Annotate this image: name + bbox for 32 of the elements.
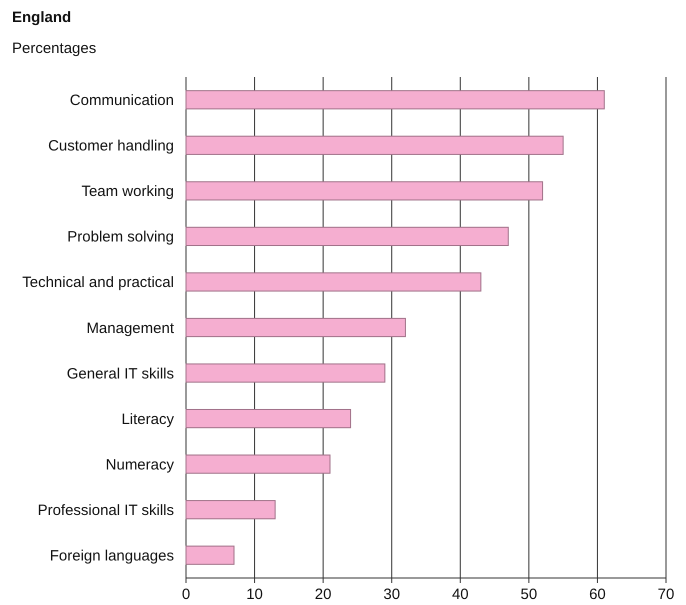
x-tick-label: 40: [452, 586, 469, 603]
bar: [186, 454, 330, 474]
text: England: [12, 9, 72, 26]
bar: [186, 181, 544, 200]
bar: [186, 318, 406, 338]
x-tick-label: 60: [589, 586, 606, 603]
bar: [186, 408, 352, 428]
x-tick-label: 30: [383, 586, 400, 603]
bar: [186, 90, 605, 110]
bar: [186, 136, 564, 155]
x-tick-label: 10: [246, 586, 263, 603]
y-tick-label: Professional IT skills: [38, 502, 174, 519]
y-tick-label: Numeracy: [106, 456, 174, 474]
bar: [186, 363, 386, 383]
y-tick-label: Management: [86, 320, 175, 337]
bar: [186, 546, 234, 565]
y-tick-label: Problem solving: [67, 228, 174, 246]
text: Percentages: [12, 40, 96, 57]
bar: [186, 500, 276, 520]
y-tick-label: Customer handling: [48, 138, 174, 155]
bar: [186, 272, 482, 292]
y-tick-label: Team working: [81, 183, 174, 200]
y-tick-label: Foreign languages: [50, 547, 174, 564]
y-tick-label: Communication: [70, 92, 174, 110]
x-tick-label: 50: [520, 586, 538, 603]
x-tick-label: 20: [314, 586, 332, 603]
x-tick-label: 70: [658, 586, 674, 603]
y-tick-label: Technical and practical: [22, 274, 174, 292]
x-tick-label: 0: [182, 586, 190, 603]
bar: [186, 226, 509, 246]
y-tick-label: General IT skills: [66, 365, 174, 382]
y-tick-label: Literacy: [121, 410, 174, 428]
